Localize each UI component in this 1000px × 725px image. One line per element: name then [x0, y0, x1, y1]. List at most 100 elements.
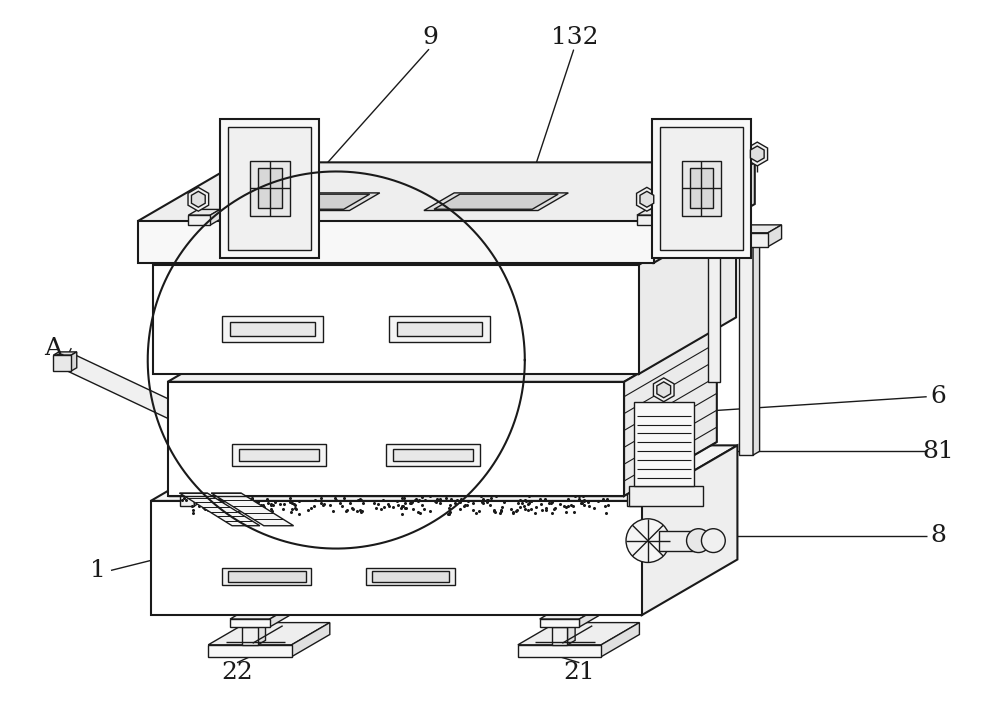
Text: A: A: [44, 336, 63, 360]
Polygon shape: [397, 323, 482, 336]
Polygon shape: [747, 142, 768, 166]
Polygon shape: [292, 623, 330, 657]
Polygon shape: [641, 289, 647, 506]
Polygon shape: [208, 645, 292, 657]
Polygon shape: [210, 210, 220, 225]
Circle shape: [626, 519, 670, 563]
Polygon shape: [708, 191, 720, 382]
Polygon shape: [151, 445, 737, 501]
Polygon shape: [188, 187, 209, 211]
Polygon shape: [222, 316, 323, 342]
Polygon shape: [53, 352, 77, 355]
Polygon shape: [222, 568, 311, 585]
Polygon shape: [279, 472, 391, 485]
Polygon shape: [230, 619, 270, 627]
Polygon shape: [627, 293, 641, 506]
Polygon shape: [153, 208, 736, 265]
Polygon shape: [208, 623, 330, 645]
Polygon shape: [180, 293, 194, 506]
Polygon shape: [660, 127, 743, 250]
Polygon shape: [750, 146, 764, 162]
Polygon shape: [151, 501, 642, 615]
Polygon shape: [640, 191, 654, 207]
Text: 132: 132: [551, 26, 598, 49]
Polygon shape: [734, 225, 782, 233]
Polygon shape: [624, 328, 717, 496]
Polygon shape: [434, 194, 558, 210]
Polygon shape: [228, 571, 306, 582]
Polygon shape: [739, 238, 760, 241]
Polygon shape: [393, 450, 473, 461]
Polygon shape: [242, 627, 258, 645]
Polygon shape: [637, 187, 657, 211]
Polygon shape: [704, 178, 730, 182]
Polygon shape: [601, 623, 639, 657]
Polygon shape: [639, 208, 736, 374]
Polygon shape: [629, 486, 703, 506]
Polygon shape: [258, 168, 282, 208]
Polygon shape: [637, 210, 669, 215]
Polygon shape: [540, 608, 598, 619]
Text: 1: 1: [90, 559, 106, 582]
Polygon shape: [179, 493, 260, 526]
Polygon shape: [734, 233, 768, 246]
Polygon shape: [423, 472, 535, 485]
Polygon shape: [71, 352, 77, 371]
Polygon shape: [211, 493, 294, 526]
Polygon shape: [657, 382, 671, 398]
Polygon shape: [637, 215, 659, 225]
Polygon shape: [724, 178, 730, 191]
Polygon shape: [53, 355, 71, 371]
Polygon shape: [567, 623, 575, 645]
Text: 8: 8: [931, 524, 947, 547]
Polygon shape: [617, 283, 651, 297]
Polygon shape: [191, 191, 205, 207]
Polygon shape: [270, 608, 289, 627]
Polygon shape: [171, 283, 204, 297]
Circle shape: [687, 529, 710, 552]
Polygon shape: [258, 623, 266, 645]
Text: 6: 6: [931, 385, 947, 408]
Polygon shape: [552, 623, 575, 627]
Polygon shape: [180, 289, 201, 293]
Polygon shape: [138, 221, 654, 262]
Polygon shape: [168, 328, 717, 382]
Polygon shape: [753, 238, 760, 455]
Polygon shape: [386, 444, 480, 466]
Polygon shape: [682, 160, 721, 216]
Polygon shape: [168, 382, 624, 496]
Text: 21: 21: [564, 661, 595, 684]
Polygon shape: [634, 402, 694, 486]
Polygon shape: [617, 274, 667, 283]
Polygon shape: [235, 193, 380, 210]
Polygon shape: [228, 127, 311, 250]
Polygon shape: [230, 608, 289, 619]
Polygon shape: [138, 162, 755, 221]
Polygon shape: [651, 274, 667, 297]
Polygon shape: [659, 210, 669, 225]
Text: 9: 9: [423, 26, 438, 49]
Polygon shape: [518, 623, 639, 645]
Polygon shape: [768, 225, 782, 247]
Polygon shape: [372, 571, 449, 582]
Polygon shape: [518, 645, 601, 657]
Polygon shape: [654, 162, 755, 262]
Polygon shape: [67, 355, 216, 438]
Polygon shape: [627, 289, 647, 293]
Polygon shape: [153, 265, 639, 374]
Polygon shape: [194, 289, 201, 506]
Polygon shape: [188, 215, 210, 225]
Polygon shape: [250, 160, 290, 216]
Polygon shape: [245, 194, 370, 210]
Text: 81: 81: [923, 440, 954, 463]
Polygon shape: [204, 274, 221, 297]
Polygon shape: [171, 274, 221, 283]
Circle shape: [701, 529, 725, 552]
Polygon shape: [704, 182, 724, 191]
Polygon shape: [239, 450, 319, 461]
Polygon shape: [424, 193, 568, 210]
Polygon shape: [652, 119, 751, 258]
Polygon shape: [540, 619, 579, 627]
Polygon shape: [366, 568, 455, 585]
Polygon shape: [220, 119, 319, 258]
